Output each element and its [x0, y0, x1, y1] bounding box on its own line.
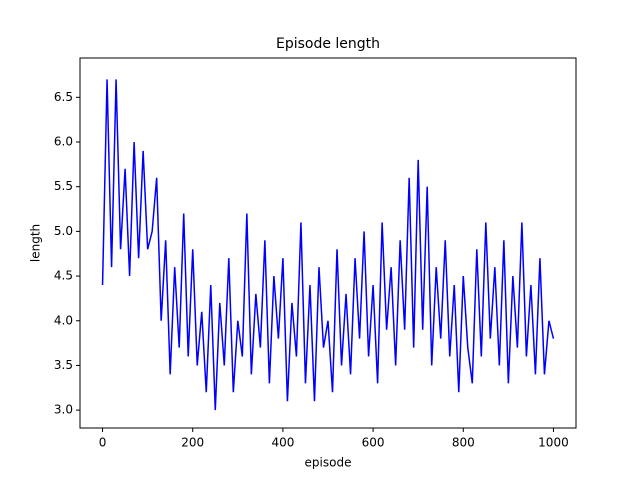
- x-tick-label: 200: [181, 436, 204, 450]
- y-tick-label: 6.0: [54, 135, 73, 149]
- chart-title: Episode length: [276, 36, 380, 52]
- plot-frame: [79, 57, 577, 429]
- y-tick-label: 4.5: [54, 269, 73, 283]
- x-tick-label: 0: [99, 436, 107, 450]
- y-tick-label: 6.5: [54, 90, 73, 104]
- y-tick-label: 3.0: [54, 403, 73, 417]
- x-tick-label: 400: [271, 436, 294, 450]
- y-axis-label: length: [29, 224, 43, 262]
- y-tick-label: 4.0: [54, 313, 73, 327]
- y-tick-label: 5.0: [54, 224, 73, 238]
- y-tick-label: 3.5: [54, 358, 73, 372]
- x-tick-label: 600: [362, 436, 385, 450]
- y-tick-label: 5.5: [54, 179, 73, 193]
- x-axis-label: episode: [305, 456, 352, 470]
- data-line: [101, 79, 555, 411]
- x-tick-label: 800: [452, 436, 475, 450]
- x-tick-label: 1000: [538, 436, 569, 450]
